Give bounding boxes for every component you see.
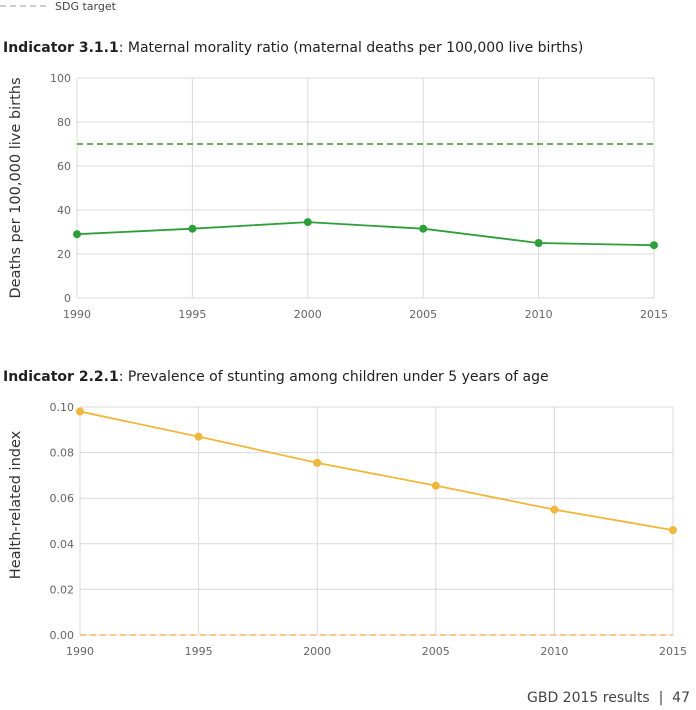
- chart-title-description: : Prevalence of stunting among children …: [119, 369, 549, 385]
- x-tick-label: 2010: [525, 308, 553, 321]
- data-point: [534, 239, 543, 247]
- data-point: [76, 407, 84, 416]
- x-axis-ticks: 1990 1995 2000 2005 2010 2015: [66, 645, 687, 658]
- data-point: [650, 241, 658, 250]
- y-tick-label: 0.02: [50, 583, 75, 596]
- y-tick-label: 0.04: [50, 538, 75, 551]
- x-tick-label: 2015: [659, 645, 687, 658]
- page-footer: GBD 2015 results | 47: [527, 690, 690, 706]
- x-tick-label: 2005: [409, 308, 437, 321]
- chart-title: Indicator 3.1.1: Maternal morality ratio…: [3, 40, 583, 56]
- x-tick-label: 2000: [303, 645, 331, 658]
- data-point: [669, 526, 677, 535]
- x-tick-label: 2010: [540, 645, 568, 658]
- data-point: [188, 224, 197, 233]
- y-tick-label: 0.08: [50, 447, 75, 460]
- data-point: [313, 458, 322, 467]
- x-tick-label: 1995: [185, 645, 213, 658]
- series: [73, 218, 658, 250]
- legend-target-label: SDG target: [55, 0, 117, 13]
- y-tick-label: 0: [64, 292, 71, 305]
- x-tick-label: 1990: [63, 308, 91, 321]
- y-tick-label: 0.06: [50, 492, 75, 505]
- data-point: [419, 224, 428, 233]
- x-tick-label: 2015: [640, 308, 668, 321]
- data-point: [194, 432, 203, 441]
- series: [76, 407, 677, 535]
- grid: [76, 77, 655, 299]
- data-point: [431, 481, 440, 490]
- y-axis-ticks: 0 20 40 60 80 100: [50, 72, 71, 305]
- x-tick-label: 2000: [294, 308, 322, 321]
- chart-title-description: : Maternal morality ratio (maternal deat…: [119, 40, 584, 56]
- chart-maternal-mortality: Indicator 3.1.1: Maternal morality ratio…: [3, 40, 668, 321]
- x-tick-label: 1990: [66, 645, 94, 658]
- data-point: [550, 505, 559, 514]
- x-tick-label: 2005: [422, 645, 450, 658]
- y-tick-label: 100: [50, 72, 71, 85]
- x-tick-label: 1995: [178, 308, 206, 321]
- y-axis-label: Health-related index: [8, 430, 24, 579]
- y-axis-ticks: 0.00 0.02 0.04 0.06 0.08 0.10: [50, 401, 75, 642]
- series-line: [76, 221, 655, 247]
- x-axis-ticks: 1990 1995 2000 2005 2010 2015: [63, 308, 668, 321]
- y-tick-label: 0.00: [50, 629, 75, 642]
- grid: [79, 406, 674, 636]
- y-tick-label: 40: [57, 204, 71, 217]
- chart-title-indicator: Indicator 3.1.1: [3, 40, 119, 56]
- chart-stunting-prevalence: Indicator 2.2.1: Prevalence of stunting …: [3, 369, 687, 658]
- y-axis-label: Deaths per 100,000 live births: [8, 77, 24, 298]
- y-tick-label: 0.10: [50, 401, 75, 414]
- series-line: [79, 410, 674, 532]
- y-tick-label: 60: [57, 160, 71, 173]
- y-tick-label: 80: [57, 116, 71, 129]
- data-point: [303, 218, 312, 227]
- data-point: [73, 230, 81, 239]
- legend: SDG target: [0, 0, 117, 13]
- chart-title: Indicator 2.2.1: Prevalence of stunting …: [3, 369, 549, 385]
- chart-title-indicator: Indicator 2.2.1: [3, 369, 119, 385]
- y-tick-label: 20: [57, 248, 71, 261]
